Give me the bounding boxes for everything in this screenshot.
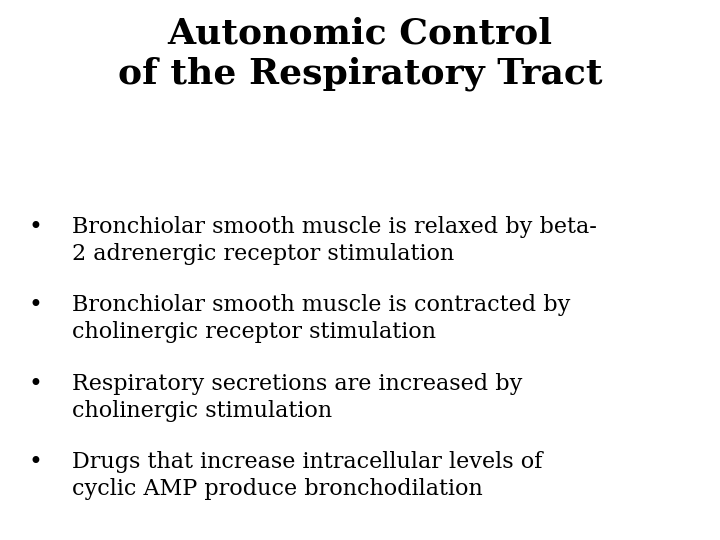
Text: Respiratory secretions are increased by
cholinergic stimulation: Respiratory secretions are increased by … [72,373,523,422]
Text: Bronchiolar smooth muscle is relaxed by beta-
2 adrenergic receptor stimulation: Bronchiolar smooth muscle is relaxed by … [72,216,597,265]
Text: •: • [29,294,42,318]
Text: •: • [29,373,42,396]
Text: •: • [29,216,42,239]
Text: •: • [29,451,42,474]
Text: Drugs that increase intracellular levels of
cyclic AMP produce bronchodilation: Drugs that increase intracellular levels… [72,451,542,500]
Text: Autonomic Control
of the Respiratory Tract: Autonomic Control of the Respiratory Tra… [118,16,602,91]
Text: Bronchiolar smooth muscle is contracted by
cholinergic receptor stimulation: Bronchiolar smooth muscle is contracted … [72,294,570,343]
